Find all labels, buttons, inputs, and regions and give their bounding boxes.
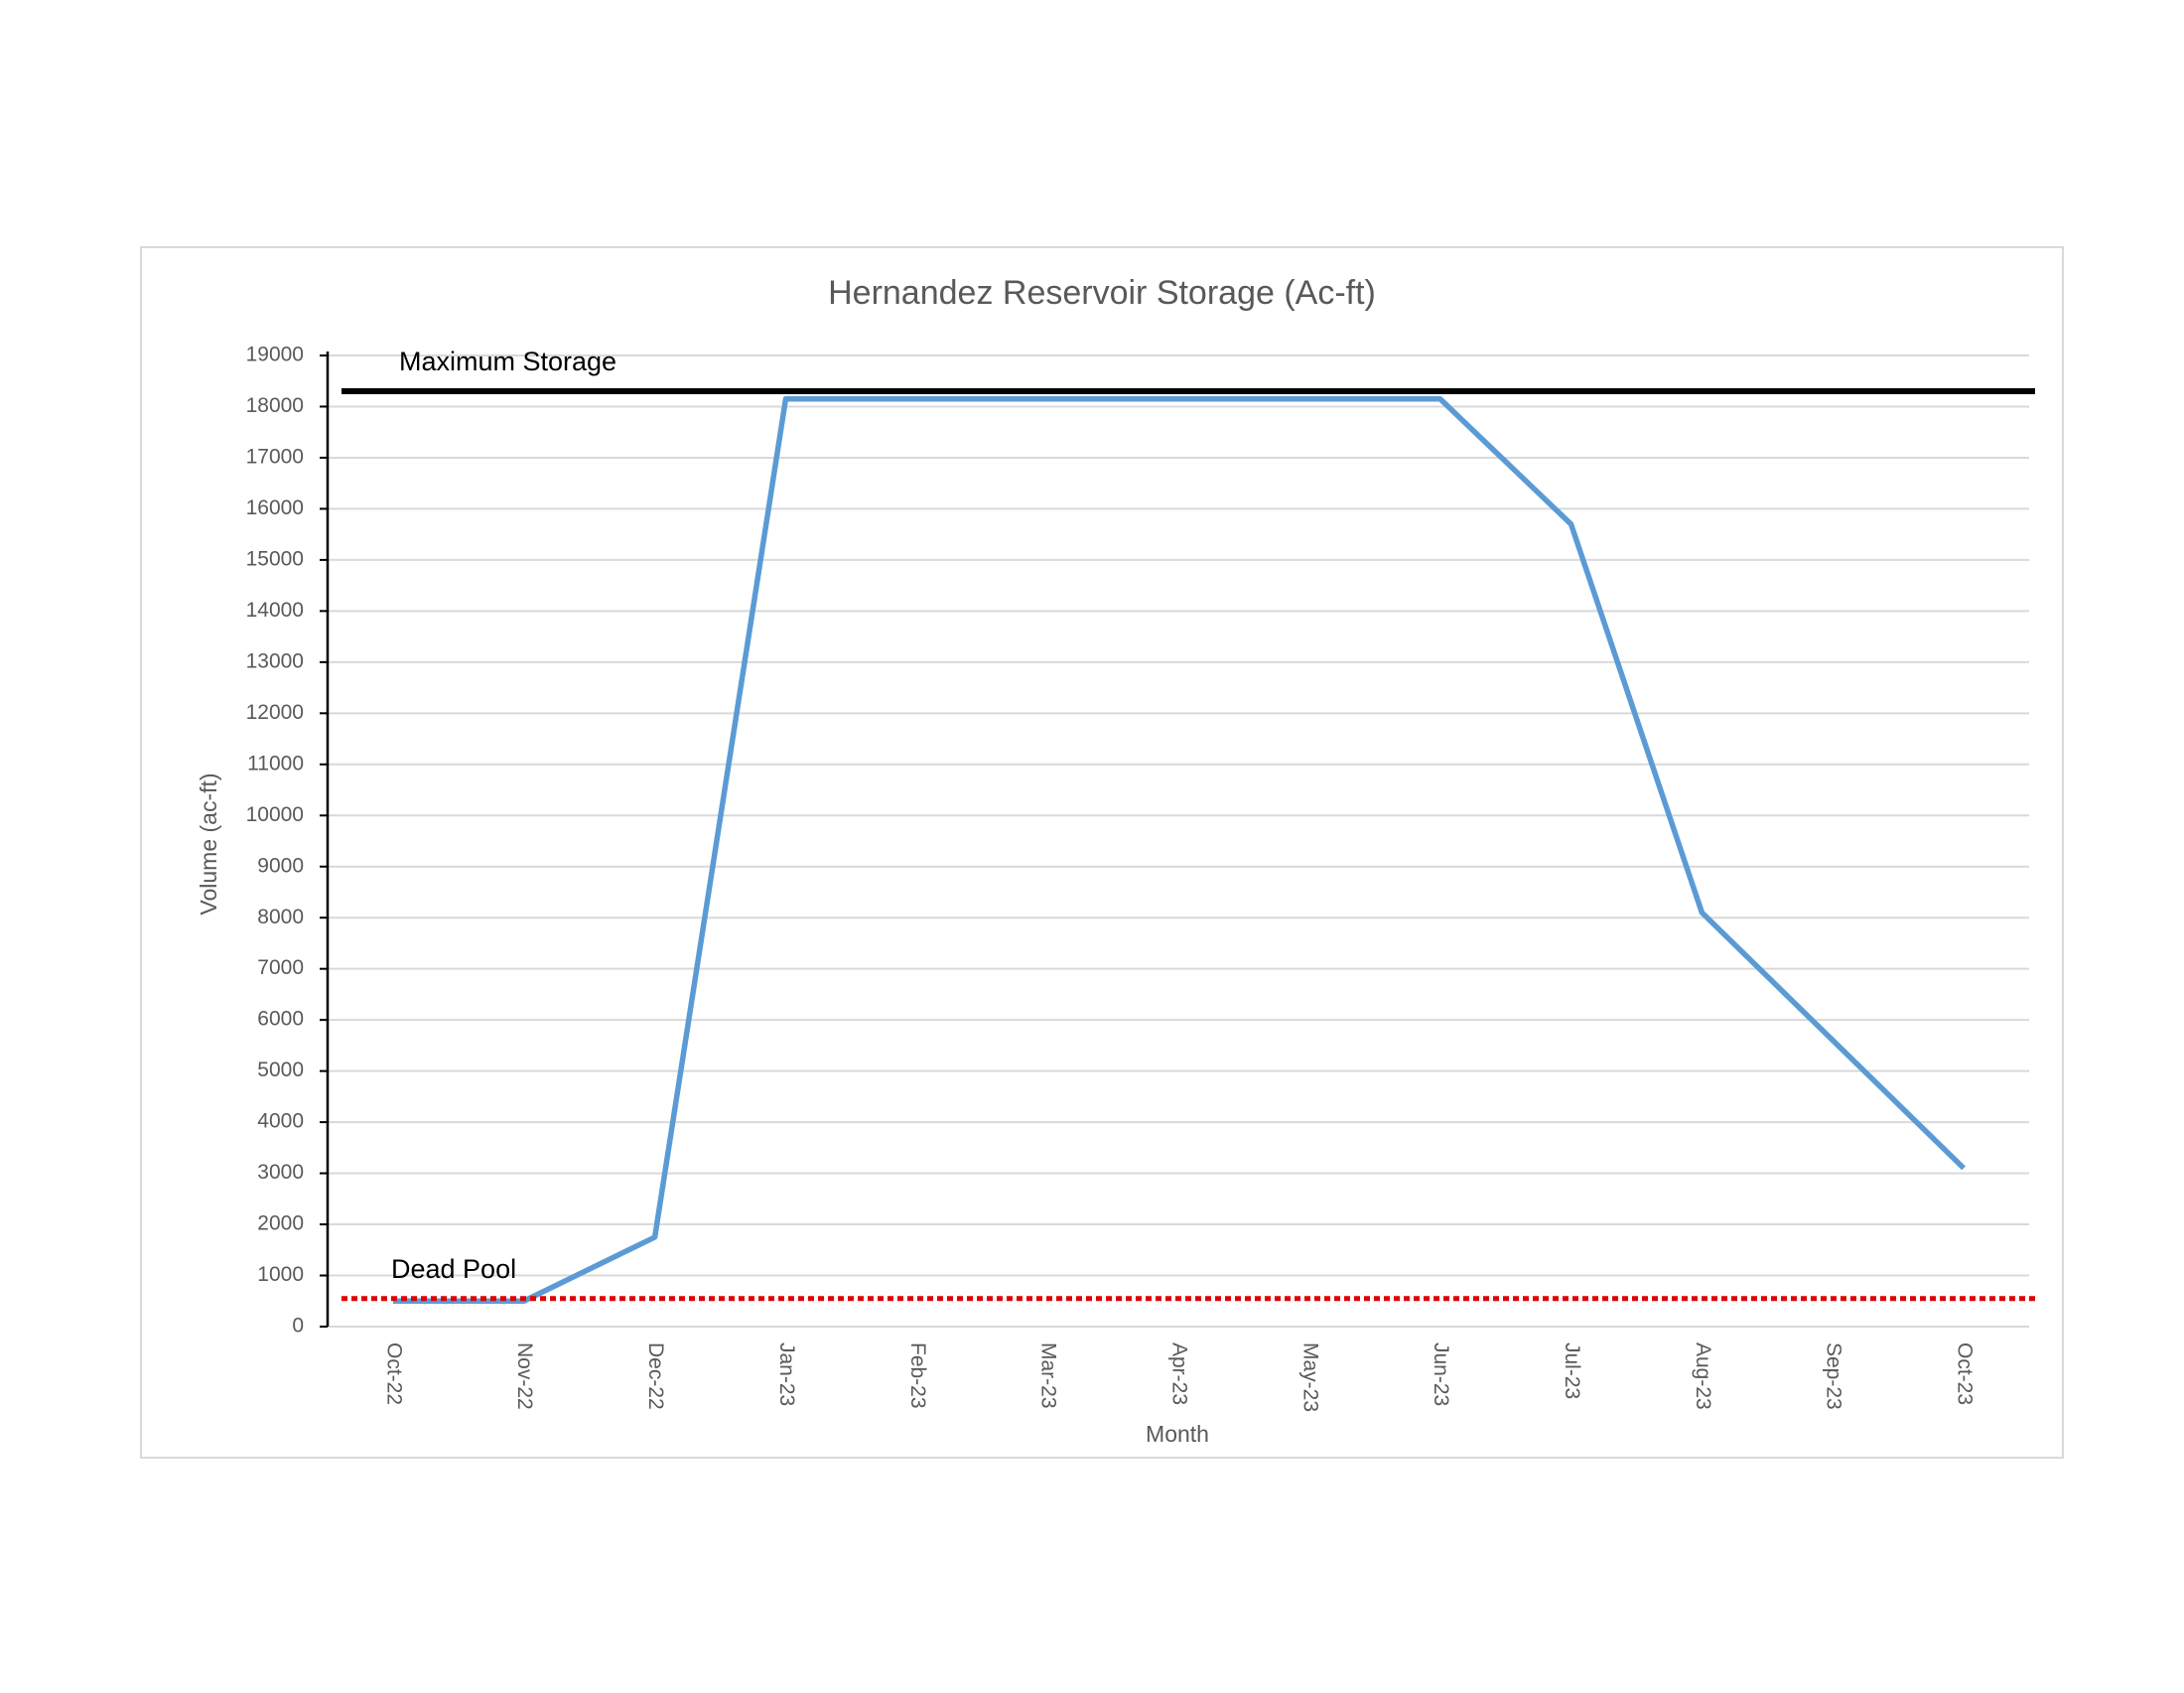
x-tick-label: Oct-23 bbox=[1954, 1342, 1977, 1405]
x-tick-label: Sep-23 bbox=[1823, 1342, 1845, 1410]
x-tick-label: Nov-22 bbox=[513, 1342, 536, 1410]
y-tick-label: 16000 bbox=[246, 496, 304, 519]
y-tick-label: 18000 bbox=[246, 394, 304, 417]
series-line bbox=[392, 396, 1967, 1305]
y-tick-label: 9000 bbox=[257, 854, 304, 877]
y-tick-label: 0 bbox=[292, 1315, 304, 1338]
x-tick-label: Mar-23 bbox=[1037, 1342, 1060, 1409]
x-axis-label: Month bbox=[1146, 1421, 1209, 1447]
x-tick-label: Aug-23 bbox=[1692, 1342, 1714, 1410]
x-tick-label: Jun-23 bbox=[1430, 1342, 1452, 1406]
x-tick-label: May-23 bbox=[1298, 1342, 1321, 1412]
y-tick-label: 2000 bbox=[257, 1212, 304, 1235]
x-tick-label: Apr-23 bbox=[1167, 1342, 1190, 1405]
y-tick-label: 4000 bbox=[257, 1110, 304, 1133]
x-tick-label: Oct-22 bbox=[382, 1342, 405, 1405]
x-tick-label: Dec-22 bbox=[644, 1342, 667, 1410]
reference-label: Maximum Storage bbox=[399, 347, 616, 376]
y-axis-label: Volume (ac-ft) bbox=[196, 773, 221, 915]
chart-title: Hernandez Reservoir Storage (Ac-ft) bbox=[828, 274, 1376, 312]
y-tick-label: 3000 bbox=[257, 1161, 304, 1184]
y-tick-label: 12000 bbox=[246, 701, 304, 724]
y-tick-label: 10000 bbox=[246, 803, 304, 826]
reference-label: Dead Pool bbox=[391, 1254, 516, 1284]
y-tick-label: 14000 bbox=[246, 599, 304, 622]
y-tick-label: 13000 bbox=[246, 649, 304, 672]
y-tick-label: 6000 bbox=[257, 1008, 304, 1031]
y-tick-label: 7000 bbox=[257, 956, 304, 979]
chart-frame bbox=[140, 246, 2064, 1459]
y-tick-label: 1000 bbox=[257, 1263, 304, 1286]
y-tick-label: 8000 bbox=[257, 906, 304, 928]
y-tick-label: 15000 bbox=[246, 547, 304, 570]
x-tick-label: Jan-23 bbox=[775, 1342, 798, 1406]
y-tick-label: 19000 bbox=[246, 344, 304, 366]
y-tick-label: 11000 bbox=[247, 752, 304, 775]
x-tick-label: Jul-23 bbox=[1561, 1342, 1583, 1399]
x-tick-label: Feb-23 bbox=[906, 1342, 929, 1409]
y-tick-label: 17000 bbox=[246, 445, 304, 468]
y-tick-label: 5000 bbox=[257, 1058, 304, 1081]
